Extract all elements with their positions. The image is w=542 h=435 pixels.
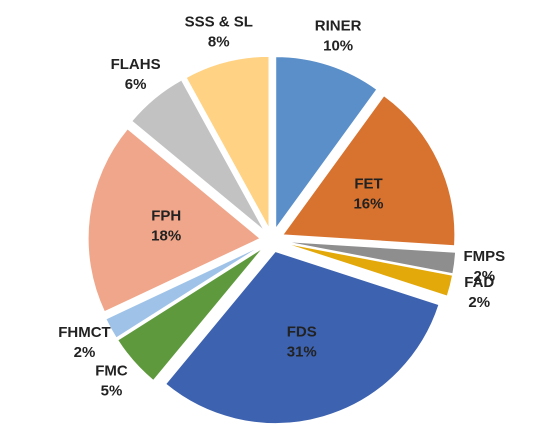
pie-slice: [283, 242, 454, 297]
pie-slice: [87, 128, 262, 313]
pie-slice: [105, 245, 262, 339]
slice-value-label: 6%: [125, 76, 147, 93]
slice-label: FLAHS: [111, 56, 161, 73]
pie-slice: [117, 247, 264, 382]
pie-slice: [131, 79, 265, 232]
slice-label: FET: [354, 176, 382, 193]
slice-label: FMC: [95, 362, 128, 379]
pie-slice: [275, 56, 378, 231]
slice-value-label: 18%: [151, 228, 181, 245]
slice-label: RINER: [315, 17, 362, 34]
slice-value-label: 2%: [473, 268, 495, 285]
slice-value-label: 16%: [353, 196, 383, 213]
slice-label: SSS & SL: [185, 14, 253, 31]
slice-label: FDS: [287, 323, 317, 340]
slice-value-label: 10%: [323, 37, 353, 54]
pie-slice: [283, 241, 457, 275]
slice-value-label: 8%: [208, 34, 230, 51]
pie-slice: [165, 250, 440, 425]
slice-value-label: 5%: [101, 382, 123, 399]
slice-label: FHMCT: [58, 324, 111, 341]
slice-value-label: 31%: [287, 343, 317, 360]
pie-slice: [281, 95, 456, 247]
slice-value-label: 2%: [468, 294, 490, 311]
slice-value-label: 2%: [74, 344, 96, 361]
slice-label: FPH: [151, 208, 181, 225]
slice-label: FMPS: [463, 248, 505, 265]
slice-label: FAD: [464, 274, 494, 291]
pie-slice: [185, 55, 270, 229]
